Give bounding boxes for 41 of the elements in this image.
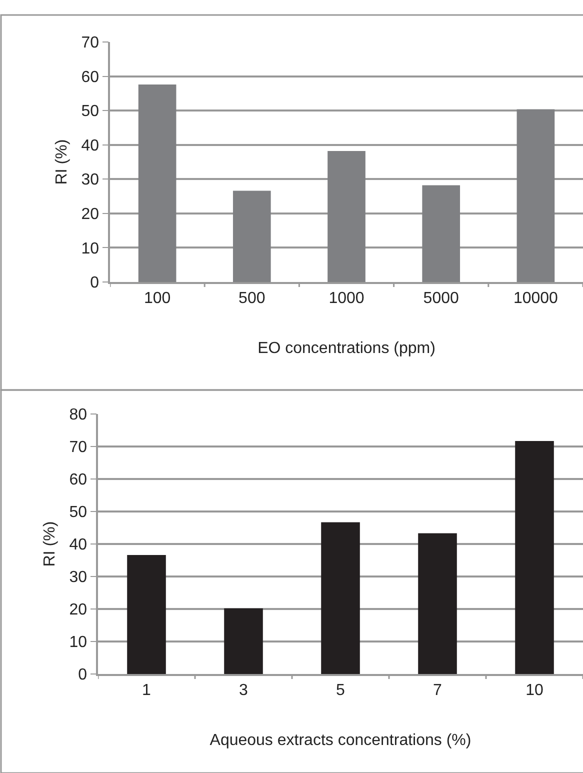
y-tick-label: 70 [81,34,100,52]
bar [418,533,457,674]
x-tick-label: 10000 [513,290,558,307]
y-axis-title: RI (%) [54,139,71,185]
y-tick-label: 40 [81,137,100,154]
y-tick-label: 10 [69,634,88,652]
bar [422,185,460,282]
y-tick-label: 60 [81,68,100,86]
y-axis-title: RI (%) [42,521,59,567]
y-tick-label: 80 [69,406,88,424]
bar [321,522,360,674]
x-axis-title: EO concentrations (ppm) [258,340,436,358]
y-tick-label: 10 [81,240,100,258]
x-tick-label: 3 [239,682,248,699]
bar [224,608,263,674]
bar [127,555,166,674]
y-tick-label: 30 [81,172,100,189]
x-tick-label: 1 [142,682,152,699]
bar [516,109,555,282]
y-tick-label: 20 [81,206,100,224]
x-axis-title: Aqueous extracts concentrations (%) [210,732,472,750]
y-tick-label: 0 [78,666,88,684]
y-tick-label: 60 [69,472,88,489]
y-tick-label: 50 [81,103,100,120]
bar [328,151,366,282]
y-tick-label: 20 [69,602,88,619]
bar [515,440,554,674]
x-tick-label: 1000 [328,290,364,307]
bar [232,190,271,282]
x-tick-label: 100 [144,290,171,307]
bar [138,84,176,282]
x-tick-label: 500 [238,290,266,307]
y-tick-label: 30 [69,569,88,586]
y-tick-label: 70 [69,439,88,456]
x-tick-label: 5 [336,682,346,699]
x-tick-label: 7 [433,682,442,699]
x-tick-label: 10 [526,682,544,699]
y-tick-label: 0 [90,274,100,292]
y-tick-label: 40 [69,536,88,554]
y-tick-label: 50 [69,504,88,522]
x-tick-label: 5000 [423,290,459,307]
